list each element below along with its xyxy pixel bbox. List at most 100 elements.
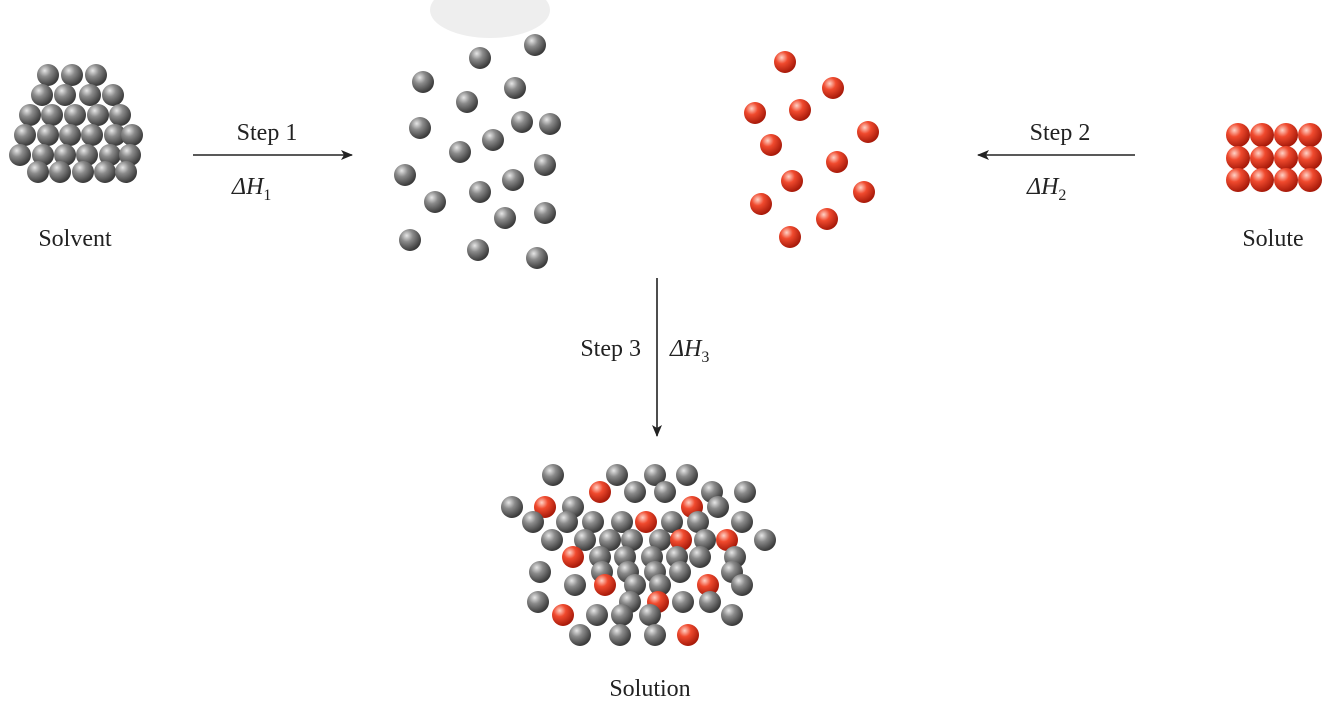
step-label: Step 3 [580,336,641,362]
solute-particle [1250,146,1274,170]
solvent-particle [731,511,753,533]
solvent-particle [609,624,631,646]
solvent-particle [527,591,549,613]
solvent-particle [754,529,776,551]
solvent-particle [85,64,107,86]
diagram: Step 1 ΔH 1 Step 2 ΔH2 Step 3 ΔH3 Solvent… [0,0,1322,702]
solute-particle [589,481,611,503]
solvent-particle [37,64,59,86]
solute-particle [1298,168,1322,192]
solute-particle [1274,168,1298,192]
solvent-particle [94,161,116,183]
solute-particle [826,151,848,173]
solvent-particle [707,496,729,518]
enthalpy-label: ΔH3 [669,336,709,366]
solvent-particle [542,464,564,486]
enthalpy-symbol: ΔH [1026,174,1060,200]
solvent-particle [81,124,103,146]
particles [9,34,1322,646]
solvent-particle [669,561,691,583]
solvent-particle [689,546,711,568]
solvent-particle [524,34,546,56]
solvent-particle [14,124,36,146]
solvent-particle [526,247,548,269]
solvent-particle [541,529,563,551]
solvent-particle [529,561,551,583]
solvent-particle [606,464,628,486]
solvent-particle [469,181,491,203]
solute-particle [635,511,657,533]
solvent-particle [424,191,446,213]
solvent-particle [611,604,633,626]
solute-particle [1298,123,1322,147]
solute-particle [816,208,838,230]
solvent-particle [61,64,83,86]
solvent-particle [639,604,661,626]
faded-artifact [430,0,550,38]
solvent-particle [586,604,608,626]
solvent-particle [501,496,523,518]
solvent-particle [676,464,698,486]
solvent-particle [482,129,504,151]
solvent-particle [31,84,53,106]
node-label: Solvent [38,226,112,252]
solvent-particle [399,229,421,251]
solvent-particle [49,161,71,183]
solvent-particle [72,161,94,183]
solvent-particle [534,154,556,176]
solute-particle [750,193,772,215]
enthalpy-subscript: 1 [263,187,271,204]
solvent-particle [469,47,491,69]
solvent-particle [79,84,101,106]
solvent-particle [522,511,544,533]
solvent-particle [511,111,533,133]
solvent-particle [449,141,471,163]
solvent-particle [731,574,753,596]
solvent-particle [9,144,31,166]
solvent-particle [699,591,721,613]
solute-particle [1298,146,1322,170]
solvent-particle [654,481,676,503]
solvent-particle [115,161,137,183]
solute-particle [822,77,844,99]
solvent-particle [734,481,756,503]
solute-particle [1250,168,1274,192]
node-label: Solute [1242,226,1303,252]
solute-particle [853,181,875,203]
solvent-particle [409,117,431,139]
solute-particle [760,134,782,156]
solvent-particle [494,207,516,229]
solute-particle [552,604,574,626]
solute-particle [1226,168,1250,192]
solute-particle [594,574,616,596]
step-label: Step 2 [1030,120,1091,146]
solute-particle [774,51,796,73]
solvent-particle [412,71,434,93]
node-label: Solution [609,676,690,702]
solvent-particle [721,604,743,626]
solute-particle [562,546,584,568]
solvent-particle [502,169,524,191]
solvent-particle [456,91,478,113]
solute-particle [744,102,766,124]
solute-particle [1250,123,1274,147]
solute-particle [779,226,801,248]
solvent-particle [394,164,416,186]
solvent-particle [564,574,586,596]
page: {"nodes": [{"label": "Solvent"}, {"label… [0,0,1322,702]
solvent-particle [64,104,86,126]
solvent-particle [59,124,81,146]
solvent-particle [644,624,666,646]
solvent-particle [27,161,49,183]
solute-particle [789,99,811,121]
solvent-particle [109,104,131,126]
solvent-particle [467,239,489,261]
solute-particle [857,121,879,143]
step-label: Step 1 [237,120,298,146]
solute-particle [1226,146,1250,170]
solvent-particle [534,202,556,224]
solvent-particle [504,77,526,99]
solute-particle [1274,146,1298,170]
solute-particle [781,170,803,192]
enthalpy-label: ΔH2 [1026,174,1066,204]
